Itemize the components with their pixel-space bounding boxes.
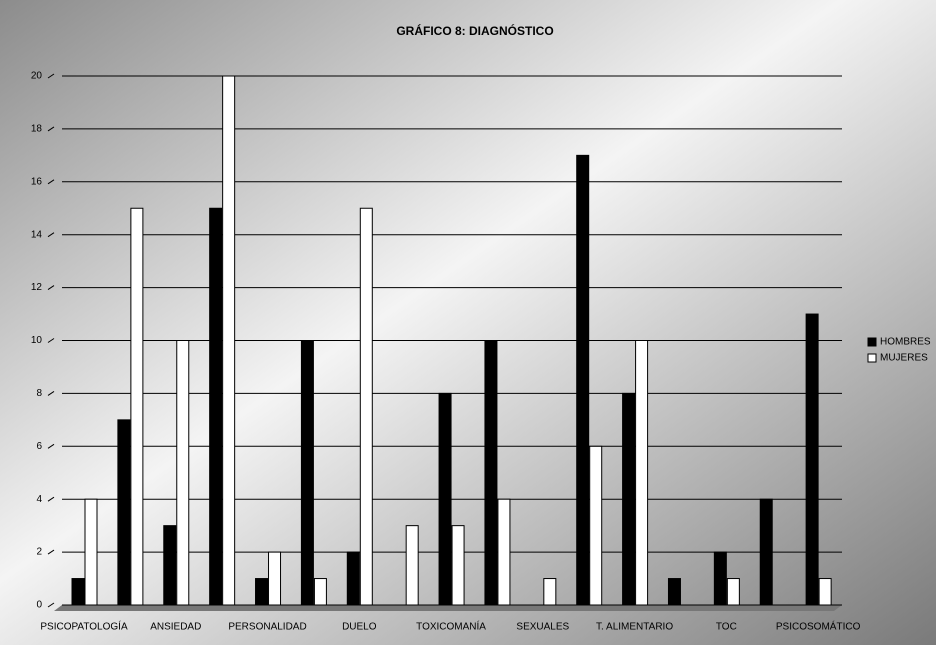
bar bbox=[84, 498, 98, 606]
bar bbox=[222, 75, 236, 606]
y-tick-label: 4 bbox=[36, 494, 42, 505]
bar bbox=[713, 551, 727, 606]
bar bbox=[576, 154, 590, 606]
tick-mark bbox=[47, 338, 55, 343]
bar bbox=[622, 392, 636, 606]
bar bbox=[438, 392, 452, 606]
x-tick-label: SEXUALES bbox=[516, 622, 569, 633]
y-tick-label: 20 bbox=[31, 71, 43, 82]
bar bbox=[176, 340, 190, 606]
y-tick-label: 8 bbox=[36, 388, 42, 399]
x-tick-label: TOXICOMANÍA bbox=[416, 620, 486, 633]
bar bbox=[359, 207, 373, 606]
x-tick-label: PSICOSOMÁTICO bbox=[776, 620, 861, 633]
bar bbox=[635, 340, 649, 606]
bar bbox=[726, 578, 740, 606]
bar bbox=[268, 551, 282, 606]
bar bbox=[497, 498, 511, 606]
tick-mark bbox=[47, 549, 55, 555]
tick-mark bbox=[47, 73, 55, 79]
tick-mark bbox=[47, 285, 55, 291]
y-tick-label: 16 bbox=[31, 176, 43, 187]
y-tick-label: 10 bbox=[31, 335, 43, 346]
bar bbox=[759, 498, 773, 606]
x-tick-label: ANSIEDAD bbox=[150, 622, 201, 633]
x-tick-label: PERSONALIDAD bbox=[228, 622, 306, 633]
x-tick-label: DUELO bbox=[342, 622, 377, 633]
bar bbox=[346, 551, 360, 606]
legend-label: MUJERES bbox=[880, 353, 928, 364]
bar bbox=[484, 340, 498, 606]
bar bbox=[255, 578, 269, 606]
floor bbox=[54, 605, 842, 611]
tick-mark bbox=[47, 496, 55, 502]
bar bbox=[451, 525, 465, 606]
y-tick-label: 18 bbox=[31, 124, 43, 135]
bar bbox=[667, 578, 681, 606]
chart-title: GRÁFICO 8: DIAGNÓSTICO bbox=[396, 23, 553, 38]
x-tick-label: TOC bbox=[716, 622, 737, 633]
bar bbox=[589, 445, 603, 606]
x-tick-label: PSICOPATOLOGÍA bbox=[40, 620, 128, 633]
bar bbox=[117, 419, 131, 606]
y-tick-label: 2 bbox=[36, 547, 42, 558]
bar bbox=[163, 525, 177, 606]
tick-mark bbox=[47, 443, 55, 449]
tick-mark bbox=[47, 179, 55, 185]
bar bbox=[300, 340, 314, 606]
y-tick-label: 0 bbox=[36, 600, 42, 611]
bar bbox=[209, 207, 223, 606]
tick-mark bbox=[47, 602, 55, 608]
bar bbox=[130, 207, 144, 606]
bar bbox=[543, 578, 557, 606]
y-tick-label: 14 bbox=[31, 229, 43, 240]
y-tick-label: 12 bbox=[31, 282, 43, 293]
legend-swatch bbox=[867, 353, 877, 363]
bar bbox=[313, 578, 327, 606]
legend-swatch bbox=[867, 337, 877, 347]
bar bbox=[71, 578, 85, 606]
bar bbox=[818, 578, 832, 606]
x-tick-label: T. ALIMENTARIO bbox=[596, 622, 673, 633]
bar bbox=[405, 525, 419, 606]
tick-mark bbox=[47, 390, 55, 396]
y-tick-label: 6 bbox=[36, 441, 42, 452]
tick-mark bbox=[47, 126, 55, 132]
bar bbox=[805, 313, 819, 606]
tick-mark bbox=[47, 232, 55, 238]
legend-label: HOMBRES bbox=[880, 337, 931, 348]
